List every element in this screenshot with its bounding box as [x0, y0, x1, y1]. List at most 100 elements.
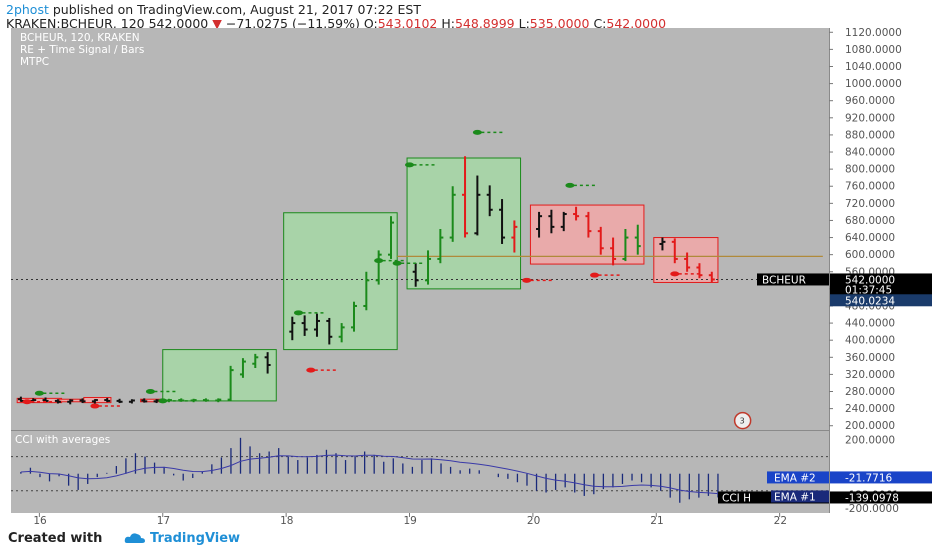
price-bar [54, 399, 61, 404]
created-with-label: Created with [8, 531, 103, 546]
price-bar [425, 250, 432, 285]
ema1-value: -139.0978 [845, 492, 899, 504]
price-bar [696, 263, 703, 279]
time-axis-label: 19 [404, 515, 417, 526]
symbol-name: KRAKEN:BCHEUR, 120 [6, 16, 145, 31]
signal-dot [670, 271, 680, 277]
price-bar [449, 186, 456, 242]
high-label: H: [441, 16, 455, 31]
time-axis-label: 18 [280, 515, 293, 526]
countdown-label: 01:37:45 [845, 285, 892, 297]
publisher-name[interactable]: 2phost [6, 2, 49, 17]
price-axis-label: 360.0000 [845, 352, 895, 364]
signal-marker [34, 390, 66, 396]
price-bar [67, 399, 74, 405]
legend-indicator-1[interactable]: RE + Time Signal / Bars [20, 44, 145, 56]
legend-symbol[interactable]: BCHEUR, 120, KRAKEN [20, 32, 140, 44]
signal-marker [670, 271, 701, 277]
price-bar [116, 398, 123, 404]
signal-dot [392, 260, 402, 266]
price-bar [634, 224, 641, 255]
compare-icon [733, 411, 752, 430]
support-box-green [406, 157, 522, 290]
signal-marker [405, 162, 436, 168]
legend-indicator-2[interactable]: MTPC [20, 56, 50, 68]
signal-marker [145, 389, 177, 395]
signal-dot [158, 398, 168, 404]
price-chart[interactable]: 1120.0000 1080.0000 1040.0000 1000.0000 960.… [0, 0, 932, 526]
cci-ema-line [20, 454, 719, 495]
price-bar [289, 316, 296, 341]
signal-dot [34, 390, 44, 396]
price-bar [239, 358, 246, 378]
time-axis-label: 16 [33, 515, 47, 526]
close-label: C: [593, 16, 607, 31]
price-bar [511, 220, 518, 253]
signal-marker [565, 182, 596, 188]
time-axis-label: 20 [527, 515, 540, 526]
resistance-box-red [529, 204, 645, 265]
price-bar [437, 229, 444, 264]
signal-dot [90, 403, 100, 409]
support-box-green [283, 212, 398, 351]
resistance-box-red [653, 237, 719, 283]
price-bar [462, 156, 469, 238]
price-bar [671, 238, 678, 264]
ohlc-values: O:543.0102 H:548.8999 L:535.0000 C:542.0… [364, 16, 666, 31]
price-axis-label: 720.0000 [845, 198, 895, 210]
signal-dot [472, 129, 482, 135]
tradingview-cloud-icon [124, 533, 145, 543]
price-axis-label: 1080.0000 [845, 44, 902, 56]
price-change: −71.0275 (−11.59%) [225, 16, 360, 31]
price-axis-label: 960.0000 [845, 95, 895, 107]
price-axis-label: 440.0000 [845, 318, 895, 330]
price-axis-label: 400.0000 [845, 335, 895, 347]
signal-dot [522, 277, 532, 283]
signal-marker [590, 272, 621, 278]
price-bar [412, 263, 419, 287]
signal-dot [306, 367, 316, 373]
footer-bar: Created with TradingView [0, 526, 932, 550]
cci-title: CCI with averages [15, 434, 110, 446]
ema2-value: -21.7716 [845, 472, 893, 484]
low-label: L: [518, 16, 530, 31]
close-value: 542.0000 [606, 16, 667, 31]
price-bar [190, 398, 197, 403]
countdown-label-bg [830, 283, 932, 296]
signal-dot [145, 389, 155, 395]
price-bar [684, 252, 691, 272]
price-bar [548, 209, 555, 234]
price-bar [597, 226, 604, 255]
cci-h-tag: CCI H [722, 492, 751, 504]
price-bar [264, 352, 271, 374]
price-bar [474, 175, 481, 236]
price-axis-label: 800.0000 [845, 164, 895, 176]
price-axis-label: 640.0000 [845, 232, 895, 244]
level-label-bg [830, 294, 932, 307]
price-bar [252, 353, 259, 368]
open-value: 543.0102 [377, 16, 438, 31]
price-bar [375, 250, 382, 285]
price-bar [301, 315, 308, 336]
tradingview-brand[interactable]: TradingView [150, 531, 241, 546]
signal-marker [158, 398, 189, 404]
signal-marker [374, 258, 405, 264]
price-bar [313, 313, 320, 337]
signal-marker [392, 260, 424, 266]
support-box-green [162, 349, 277, 402]
symbol-header: KRAKEN:BCHEUR, 120 542.0000 ▼ −71.0275 (… [6, 16, 666, 31]
price-axis-label: 1040.0000 [845, 61, 902, 73]
price-bar [708, 271, 715, 283]
level-label: 540.0234 [845, 295, 895, 307]
price-axis-label: 200.0000 [845, 420, 895, 432]
cci-pane [11, 431, 829, 513]
signal-marker [90, 403, 121, 409]
price-axis-label: 320.0000 [845, 369, 895, 381]
price-bar [104, 397, 111, 403]
price-bar [141, 398, 148, 403]
price-bar [79, 398, 86, 404]
time-axis-label: 17 [157, 515, 170, 526]
price-bar [585, 211, 592, 238]
price-bar [350, 301, 357, 332]
low-value: 535.0000 [529, 16, 590, 31]
